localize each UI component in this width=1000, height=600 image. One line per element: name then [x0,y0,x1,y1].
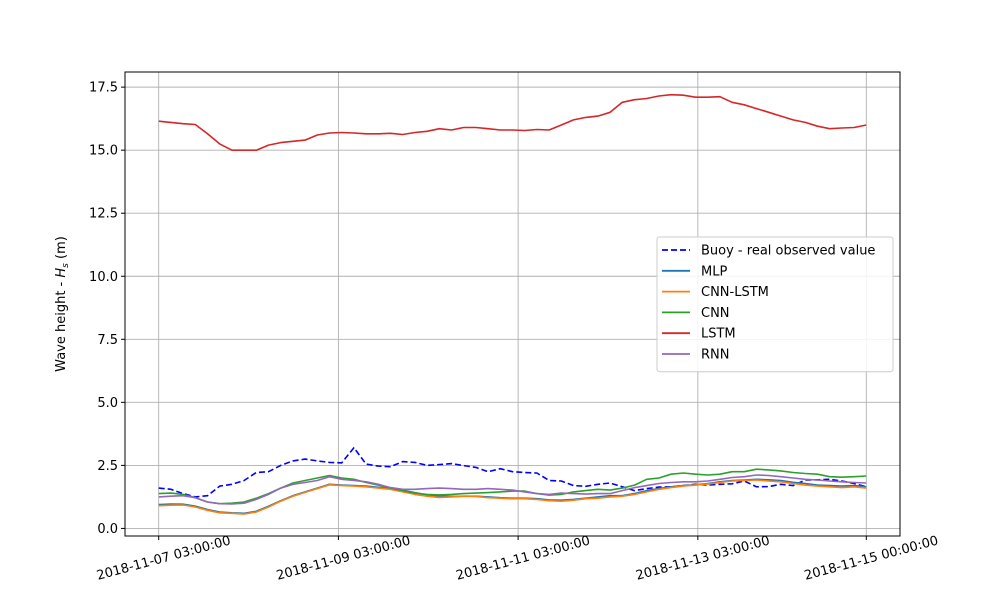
y-tick-label: 7.5 [97,333,118,348]
y-tick-label: 10.0 [89,270,118,285]
x-tick-label: 2018-11-15 00:00:00 [803,534,940,584]
y-label-subscript: s [61,263,71,268]
y-tick-label: 15.0 [89,144,118,159]
y-label-text: Wave height - [54,278,69,372]
legend-box [656,236,894,373]
y-tick-label: 17.5 [89,81,118,96]
y-label-unit: (m) [54,236,69,263]
series-line-cnn-lstm [158,479,867,515]
legend-label: MLP [701,264,727,279]
legend-label: CNN-LSTM [701,285,769,300]
y-tick-label: 2.5 [97,459,118,474]
plot-frame [124,71,901,537]
x-tick-label: 2018-11-07 03:00:00 [95,534,232,584]
x-axis-ticks: 2018-11-07 03:00:00 2018-11-09 03:00:00 20… [95,534,940,584]
x-tick-label: 2018-11-09 03:00:00 [275,534,412,584]
legend-label: LSTM [701,327,736,342]
y-label-symbol: H [54,268,69,278]
legend-label: RNN [701,348,729,363]
series-line-buoy-real-observed-value [158,446,867,498]
y-tick-label: 12.5 [89,207,118,222]
series-lines [158,93,867,515]
y-axis-label: Wave height - Hs (m) [54,236,71,372]
legend-label: Buoy - real observed value [701,244,875,259]
series-line-lstm [158,93,867,151]
x-tick-label: 2018-11-11 03:00:00 [455,534,592,584]
y-tick-label: 5.0 [97,396,118,411]
x-tick-label: 2018-11-13 03:00:00 [634,534,771,584]
legend: Buoy - real observed value MLP CNN-LSTM CNN… [656,236,894,373]
y-tick-label: 0.0 [97,522,118,537]
series-line-rnn [158,474,867,505]
y-axis-ticks: 0.0 2.5 5.0 7.5 10.0 12.5 15.0 17.5 [89,81,125,537]
legend-label: CNN [701,306,730,321]
